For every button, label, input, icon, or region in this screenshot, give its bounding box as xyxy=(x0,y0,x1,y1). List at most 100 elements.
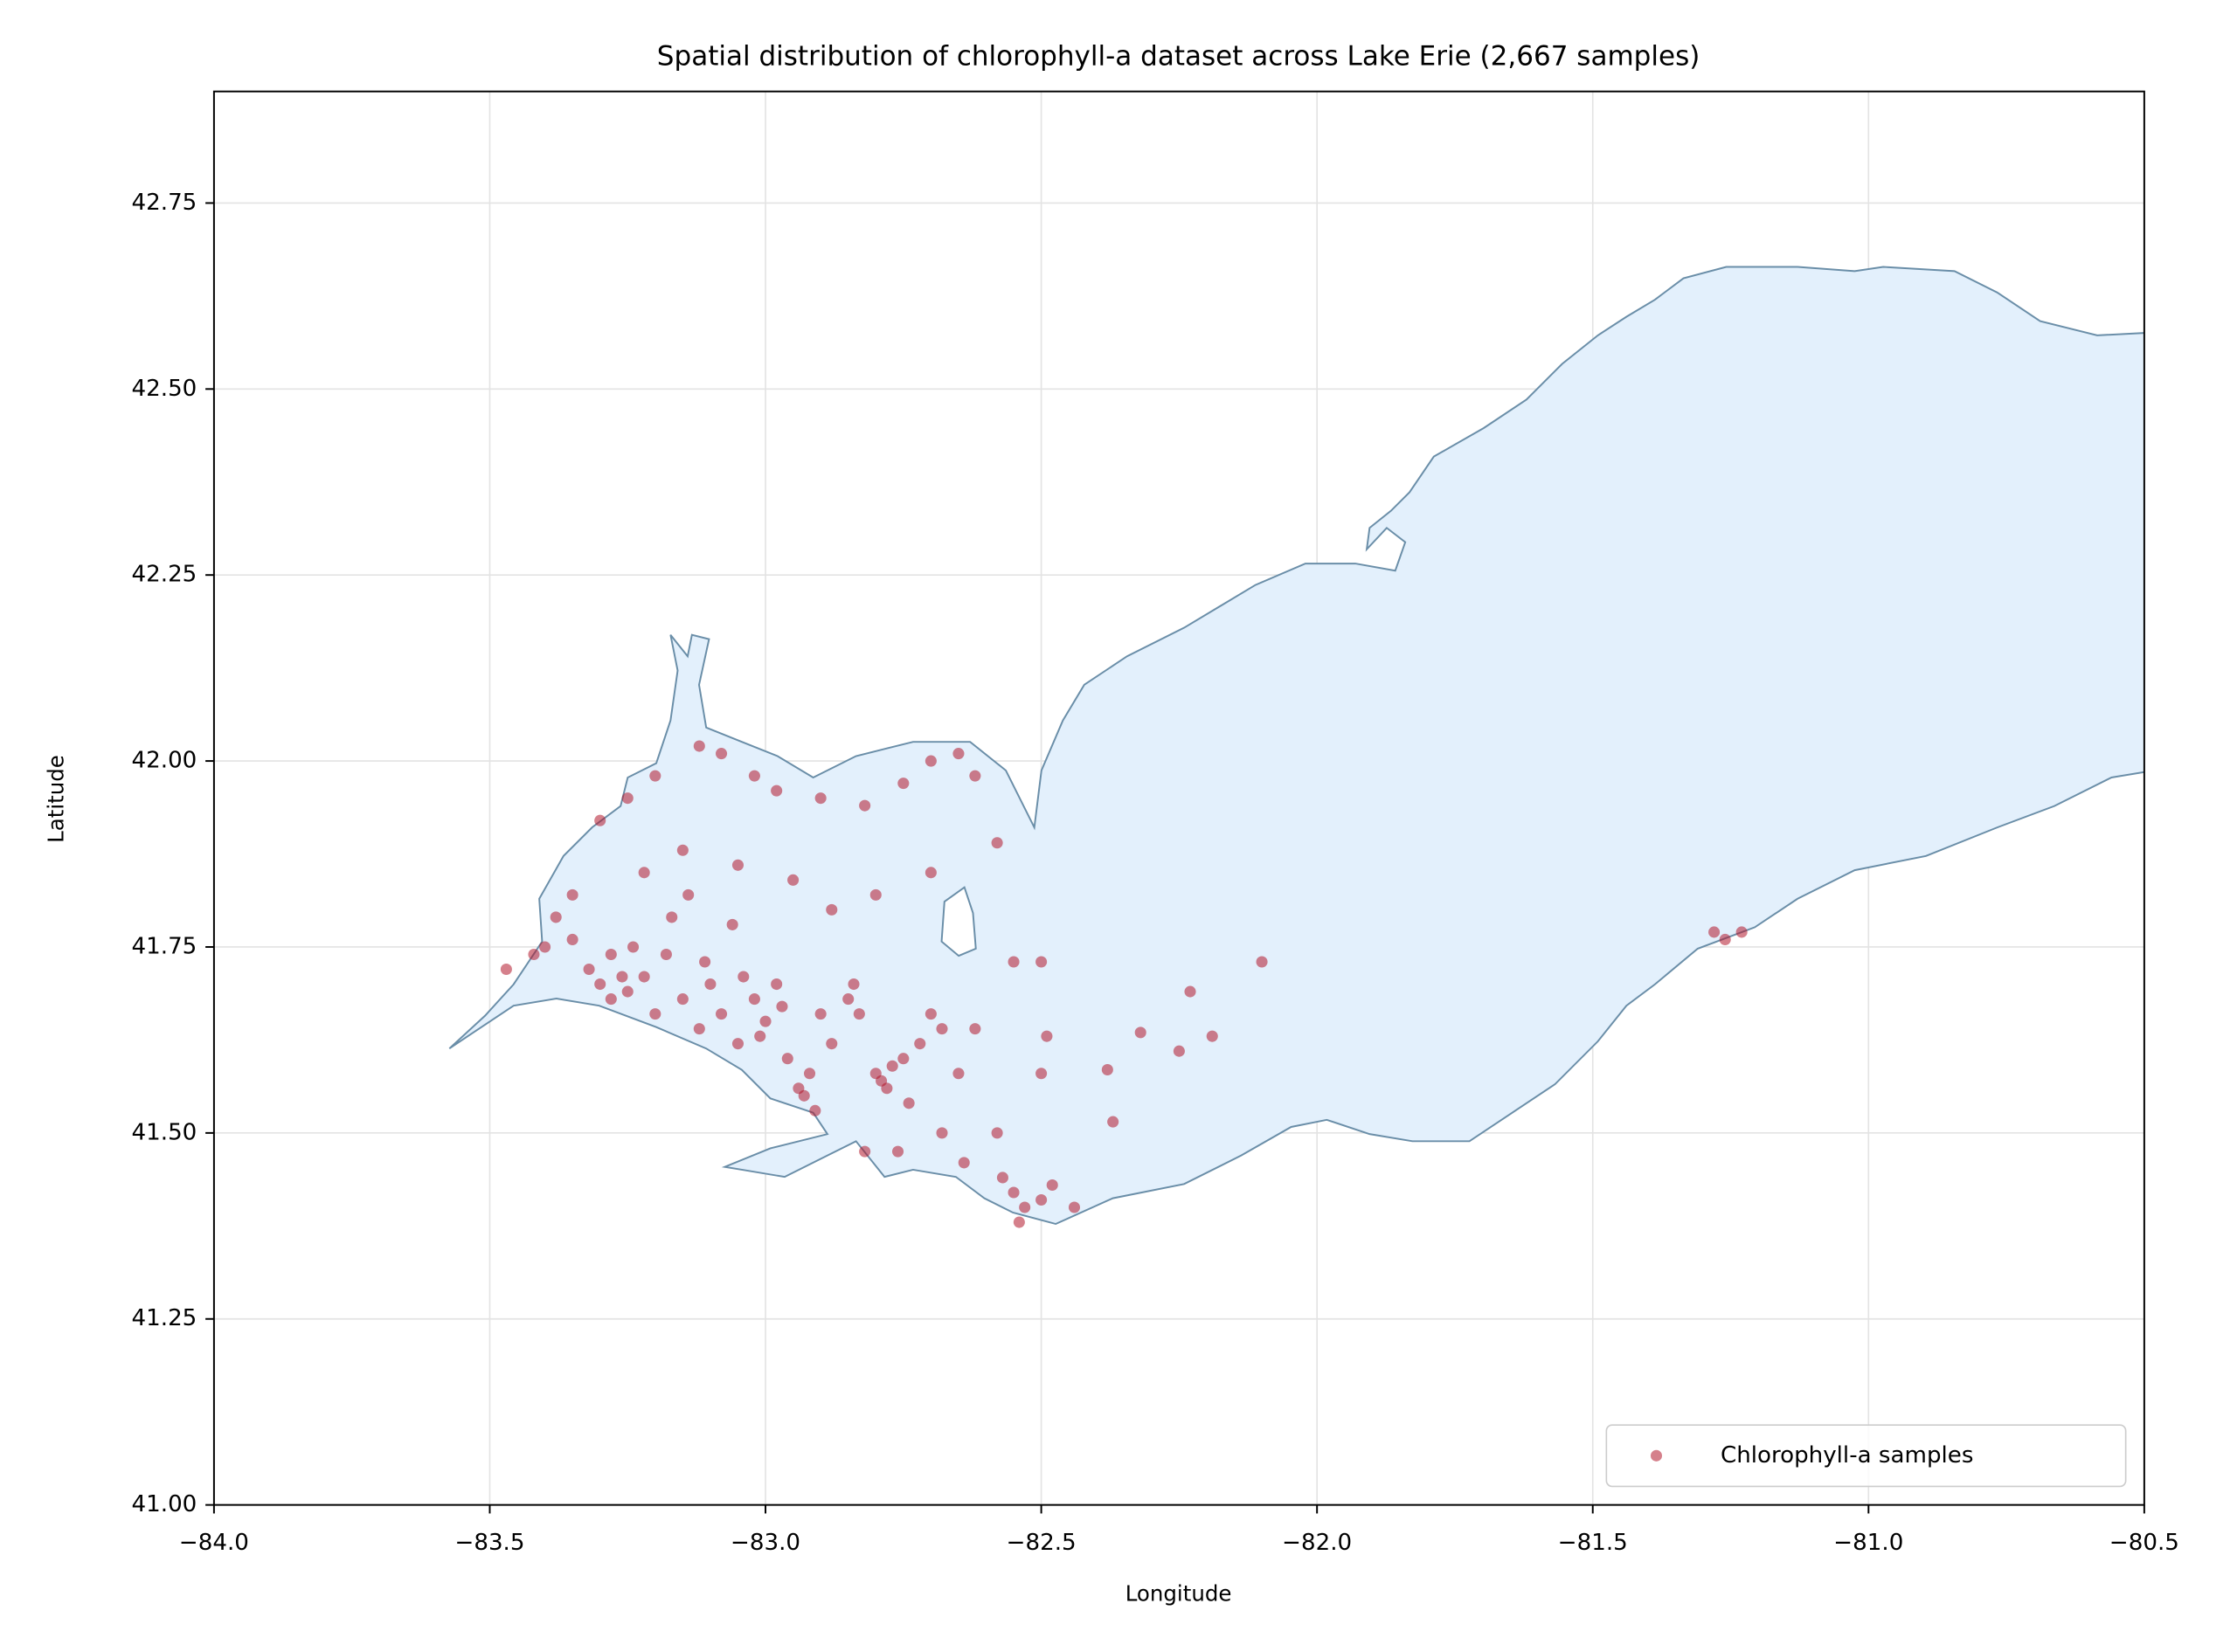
sample-point xyxy=(539,941,551,953)
sample-point xyxy=(1206,1030,1218,1042)
sample-point xyxy=(682,888,695,901)
legend-marker xyxy=(1650,1449,1663,1462)
sample-point xyxy=(754,1030,766,1042)
sample-point xyxy=(627,941,640,953)
y-tick-label: 41.00 xyxy=(132,1491,197,1517)
sample-point xyxy=(925,867,937,879)
sample-point xyxy=(814,1008,827,1020)
sample-point xyxy=(649,1008,661,1020)
sample-point xyxy=(859,1145,871,1158)
sample-point xyxy=(738,971,750,983)
sample-point xyxy=(693,740,705,752)
sample-point xyxy=(952,748,965,760)
sample-point xyxy=(621,985,634,998)
sample-point xyxy=(848,978,860,991)
y-tick-label: 42.50 xyxy=(132,376,197,402)
y-tick-label: 41.25 xyxy=(132,1305,197,1331)
axes: −84.0 −83.5 −83.0 −82.5 −82.0 −81.5 −81.0 −80.5… xyxy=(132,190,2179,1556)
legend-label: Chlorophyll-a samples xyxy=(1721,1442,1973,1469)
sample-point xyxy=(699,956,711,968)
sample-point xyxy=(594,814,606,826)
sample-point xyxy=(842,993,855,1006)
sample-point xyxy=(826,1038,838,1050)
sample-point xyxy=(566,888,578,901)
sample-point xyxy=(704,978,717,991)
sample-point xyxy=(1041,1030,1053,1042)
sample-point xyxy=(969,1023,981,1035)
sample-point xyxy=(826,903,838,916)
sample-point xyxy=(638,971,650,983)
sample-point xyxy=(809,1104,821,1116)
sample-point xyxy=(803,1068,816,1080)
lake-outline xyxy=(448,266,2144,1226)
sample-point xyxy=(891,1145,904,1158)
sample-point xyxy=(566,933,578,945)
sample-point xyxy=(1035,1193,1048,1206)
x-tick-label: −83.0 xyxy=(731,1530,800,1556)
sample-point xyxy=(876,1075,888,1087)
sample-point xyxy=(1068,1201,1081,1213)
sample-point xyxy=(726,918,738,930)
sample-point xyxy=(925,1008,937,1020)
sample-point xyxy=(996,1172,1008,1184)
sample-point xyxy=(958,1157,970,1169)
sample-point xyxy=(500,963,512,976)
island xyxy=(940,886,977,957)
legend-box xyxy=(1605,1424,2127,1488)
sample-point xyxy=(781,1053,793,1065)
sample-point xyxy=(936,1127,948,1139)
sample-point xyxy=(991,837,1003,849)
sample-point xyxy=(903,1097,915,1109)
sample-point xyxy=(1719,933,1731,945)
y-tick-label: 42.00 xyxy=(132,748,197,774)
sample-point xyxy=(776,1000,788,1013)
sample-point xyxy=(666,911,678,923)
sample-point xyxy=(605,948,617,961)
sample-point xyxy=(550,911,562,923)
sample-point xyxy=(716,1008,728,1020)
x-tick-label: −81.5 xyxy=(1558,1530,1628,1556)
sample-point xyxy=(991,1127,1003,1139)
y-tick-label: 41.50 xyxy=(132,1119,197,1145)
sample-point xyxy=(869,888,882,901)
sample-point xyxy=(594,978,606,991)
sample-point xyxy=(859,799,871,812)
sample-point xyxy=(1046,1179,1058,1192)
sample-point xyxy=(1107,1116,1119,1128)
x-tick-label: −80.5 xyxy=(2109,1530,2179,1556)
sample-point xyxy=(621,792,634,805)
sample-point xyxy=(1184,985,1196,998)
x-tick-label: −83.5 xyxy=(454,1530,524,1556)
sample-point xyxy=(676,844,689,856)
y-tick-label: 41.75 xyxy=(132,933,197,959)
sample-point xyxy=(616,971,628,983)
sample-point xyxy=(853,1008,865,1020)
sample-point xyxy=(814,792,827,805)
sample-point xyxy=(638,867,650,879)
y-axis-label: Latitude xyxy=(43,755,68,843)
sample-point xyxy=(787,874,800,886)
x-tick-label: −82.0 xyxy=(1282,1530,1352,1556)
x-tick-label: −82.5 xyxy=(1007,1530,1077,1556)
sample-point xyxy=(748,993,760,1006)
sample-point xyxy=(693,1023,705,1035)
sample-point xyxy=(1008,956,1020,968)
plot-frame xyxy=(212,90,2145,1506)
sample-point xyxy=(897,1053,910,1065)
sample-point xyxy=(731,859,745,871)
sample-point xyxy=(649,770,661,782)
sample-point xyxy=(748,770,760,782)
lake-map xyxy=(448,266,2144,1226)
y-tick-label: 42.75 xyxy=(132,190,197,216)
sample-point xyxy=(925,755,937,767)
sample-point xyxy=(1708,926,1721,938)
chart-title: Spatial distribution of chlorophyll-a da… xyxy=(657,40,1700,72)
sample-point xyxy=(528,948,540,961)
sample-point xyxy=(731,1038,745,1050)
sample-point xyxy=(936,1023,948,1035)
sample-point xyxy=(1013,1216,1025,1228)
sample-point xyxy=(771,978,783,991)
sample-point xyxy=(1008,1186,1020,1199)
